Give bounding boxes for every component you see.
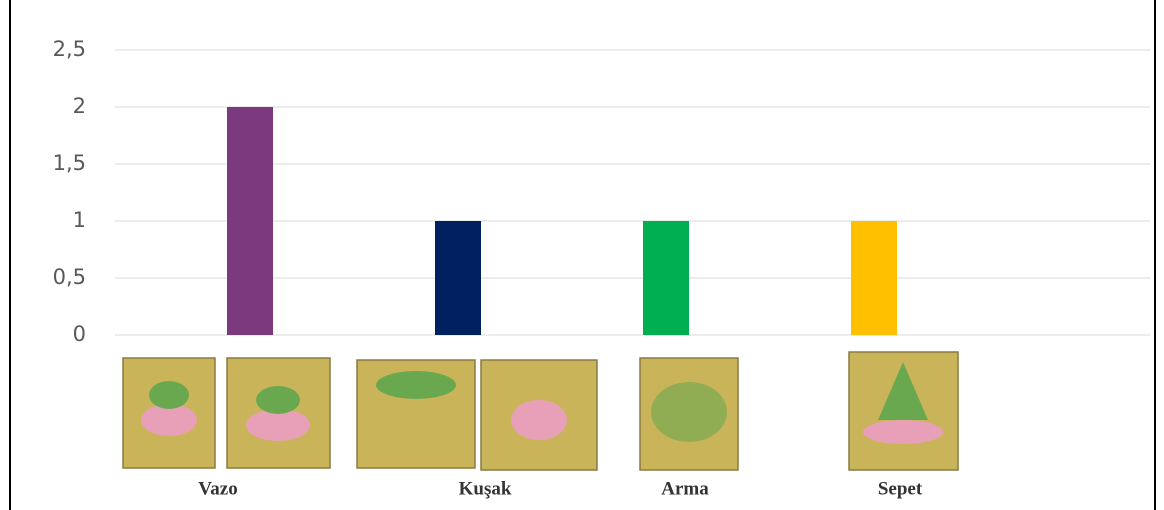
ornament-motif	[376, 371, 456, 399]
bar	[851, 221, 897, 335]
y-tick-label: 1	[73, 208, 86, 232]
y-tick-label: 2,5	[53, 37, 86, 61]
ornament-motif	[141, 404, 197, 436]
bar	[227, 107, 273, 335]
ornament-motif	[246, 409, 310, 441]
y-tick-label: 2	[73, 94, 86, 118]
ornament-motif	[511, 400, 567, 440]
x-tick-label: Vazo	[198, 478, 237, 499]
ornament-images	[122, 351, 959, 471]
x-tick-label: Kuşak	[459, 478, 512, 499]
y-tick-label: 1,5	[53, 151, 86, 175]
ornament-motif	[878, 362, 928, 420]
ornament-motif	[149, 381, 189, 409]
ornament-motif	[256, 386, 300, 414]
bar	[643, 221, 689, 335]
y-tick-label: 0,5	[53, 265, 86, 289]
x-tick-label: Arma	[661, 478, 709, 499]
ornament-motif	[651, 382, 727, 442]
x-tick-label: Sepet	[878, 478, 923, 499]
ornament-motif	[863, 420, 943, 444]
bar	[435, 221, 481, 335]
y-tick-label: 0	[73, 322, 86, 346]
